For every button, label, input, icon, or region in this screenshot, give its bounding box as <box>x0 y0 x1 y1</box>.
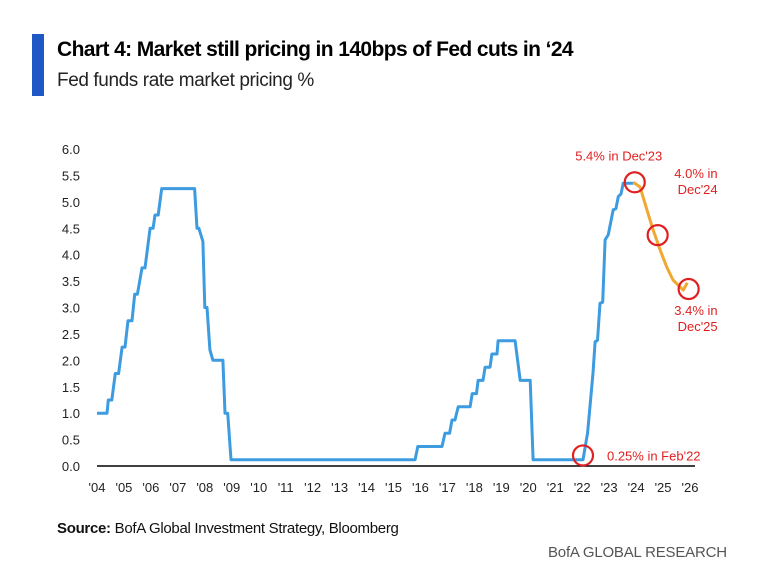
series-line-market-pricing <box>632 181 689 292</box>
x-tick-label: '08 <box>196 480 213 495</box>
x-tick-label: '12 <box>304 480 321 495</box>
x-tick-label: '18 <box>466 480 483 495</box>
y-tick-label: 0.5 <box>62 433 80 448</box>
x-tick-label: '25 <box>655 480 672 495</box>
x-tick-label: '07 <box>169 480 186 495</box>
annotation-circle <box>623 171 646 194</box>
y-tick-label: 2.5 <box>62 327 80 342</box>
annotation-circle <box>646 224 669 247</box>
y-tick-label: 6.0 <box>62 142 80 157</box>
x-tick-label: '16 <box>412 480 429 495</box>
chart-subtitle: Fed funds rate market pricing % <box>57 70 314 91</box>
annotation-circle <box>571 444 595 467</box>
y-tick-label: 4.5 <box>62 221 80 236</box>
y-tick-label: 2.0 <box>62 353 80 368</box>
x-tick-label: '17 <box>439 480 456 495</box>
x-tick-label: '24 <box>628 480 645 495</box>
x-tick-label: '11 <box>278 480 294 495</box>
annotation-label: 0.25% in Feb'22 <box>607 448 701 463</box>
annotation-label: 4.0% in <box>674 166 717 181</box>
x-tick-label: '15 <box>385 480 402 495</box>
annotation-label: 5.4% in Dec'23 <box>575 148 662 163</box>
x-tick-label: '06 <box>142 480 159 495</box>
y-tick-label: 5.5 <box>62 168 80 183</box>
x-tick-label: '13 <box>331 480 348 495</box>
x-tick-label: '26 <box>682 480 699 495</box>
y-tick-label: 0.0 <box>62 459 80 474</box>
chart-title: Chart 4: Market still pricing in 140bps … <box>57 38 574 61</box>
x-tick-label: '05 <box>115 480 132 495</box>
annotation-label: Dec'25 <box>678 319 718 334</box>
series-line-actual <box>97 181 634 462</box>
source-label: Source: <box>57 520 111 537</box>
annotation-label: Dec'24 <box>678 182 718 197</box>
y-tick-label: 3.0 <box>62 301 80 316</box>
y-tick-label: 1.0 <box>62 406 80 421</box>
x-tick-label: '21 <box>547 480 564 495</box>
x-tick-label: '19 <box>493 480 510 495</box>
x-tick-label: '10 <box>250 480 267 495</box>
x-tick-label: '04 <box>89 480 106 495</box>
brand-footer: BofA GLOBAL RESEARCH <box>548 544 727 561</box>
y-tick-label: 1.5 <box>62 380 80 395</box>
x-tick-label: '14 <box>358 480 375 495</box>
y-tick-label: 5.0 <box>62 195 80 210</box>
x-tick-label: '23 <box>601 480 618 495</box>
x-tick-label: '22 <box>574 480 591 495</box>
source-text: BofA Global Investment Strategy, Bloombe… <box>110 520 399 537</box>
x-tick-label: '09 <box>223 480 240 495</box>
y-tick-label: 3.5 <box>62 274 80 289</box>
annotation-label: 3.4% in <box>674 303 717 318</box>
source-note: Source: BofA Global Investment Strategy,… <box>57 520 399 537</box>
annotation-circle <box>677 277 700 301</box>
y-tick-label: 4.0 <box>62 248 80 263</box>
x-tick-label: '20 <box>520 480 537 495</box>
title-accent-bar <box>32 34 44 96</box>
